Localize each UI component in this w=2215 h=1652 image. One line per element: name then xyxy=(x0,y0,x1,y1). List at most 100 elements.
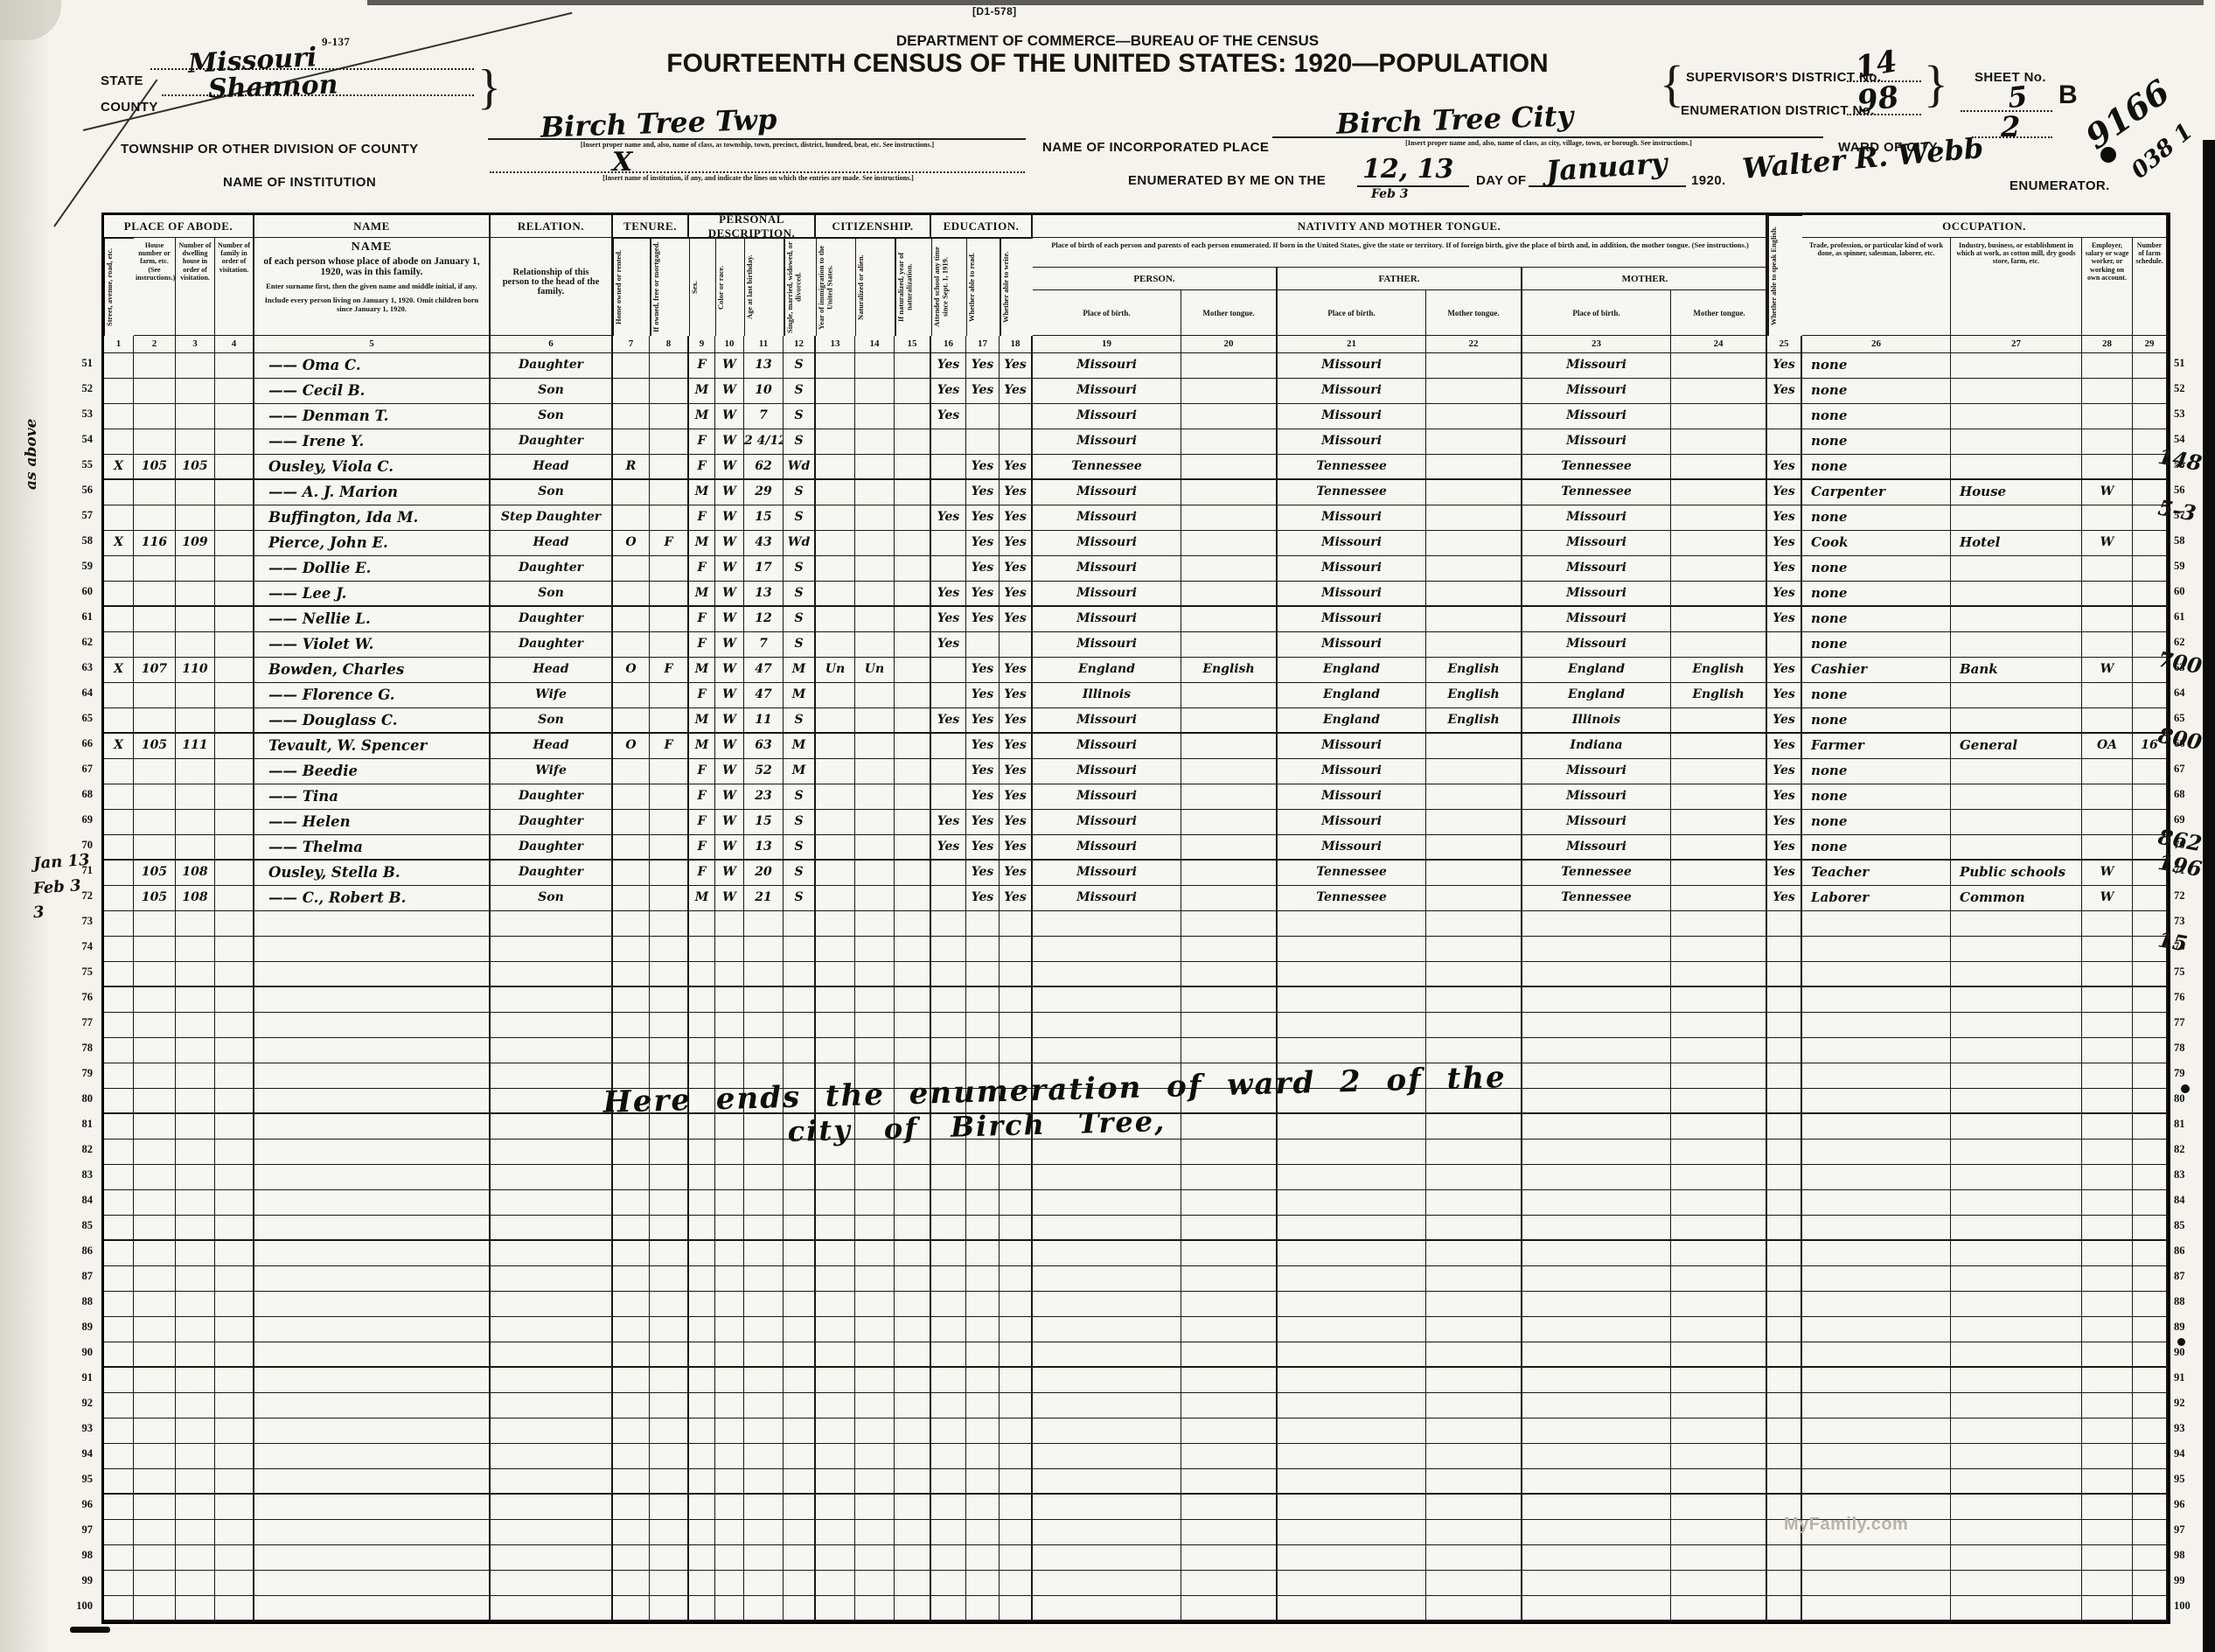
empty-cell xyxy=(134,480,176,505)
empty-cell xyxy=(1951,784,2082,810)
empty-cell xyxy=(816,1520,855,1545)
empty-cell xyxy=(1951,1140,2082,1165)
empty-cell xyxy=(1000,1317,1033,1342)
cell-line55-col26: none xyxy=(1802,455,1951,480)
empty-cell xyxy=(855,632,895,658)
empty-cell xyxy=(176,683,215,708)
cell-line65-col10: W xyxy=(715,708,744,734)
empty-cell xyxy=(650,1571,689,1596)
line-number-right-72: 72 xyxy=(2174,889,2185,902)
empty-cell xyxy=(1181,1469,1278,1495)
empty-cell xyxy=(650,1063,689,1089)
cell-line71-col21: Tennessee xyxy=(1278,861,1426,886)
empty-cell xyxy=(1000,1216,1033,1241)
ink-blot xyxy=(2181,1084,2190,1093)
line-number-right-57: 57 xyxy=(2174,509,2185,521)
empty-cell xyxy=(1951,1241,2082,1266)
empty-cell xyxy=(895,1469,931,1495)
empty-cell xyxy=(2133,1241,2168,1266)
empty-cell xyxy=(491,1596,613,1621)
empty-cell xyxy=(1033,1089,1181,1114)
empty-cell xyxy=(931,962,966,987)
empty-cell xyxy=(215,1089,254,1114)
empty-cell xyxy=(966,632,1000,658)
empty-cell xyxy=(855,1317,895,1342)
empty-cell xyxy=(1181,937,1278,962)
empty-cell xyxy=(1181,1317,1278,1342)
empty-cell xyxy=(254,1368,491,1393)
column-number-1: 1 xyxy=(104,336,134,353)
empty-cell xyxy=(1951,1317,2082,1342)
empty-cell xyxy=(1000,1393,1033,1418)
cell-line70-col26: none xyxy=(1802,835,1951,861)
empty-cell xyxy=(966,937,1000,962)
empty-cell xyxy=(134,1089,176,1114)
empty-cell xyxy=(2082,505,2133,531)
empty-cell xyxy=(1426,531,1522,556)
enumeration-district-value: 98 xyxy=(1855,79,1901,121)
empty-cell xyxy=(1951,987,2082,1013)
cell-line62-col19: Missouri xyxy=(1033,632,1181,658)
empty-cell xyxy=(176,810,215,835)
empty-cell xyxy=(1426,455,1522,480)
empty-cell xyxy=(744,1469,784,1495)
empty-cell xyxy=(254,1571,491,1596)
cell-line63-col12: M xyxy=(784,658,816,683)
empty-cell xyxy=(650,987,689,1013)
empty-cell xyxy=(2133,759,2168,784)
empty-cell xyxy=(134,1165,176,1190)
empty-cell xyxy=(895,911,931,937)
empty-cell xyxy=(1767,1418,1802,1444)
empty-cell xyxy=(1671,1444,1767,1469)
empty-cell xyxy=(1767,1165,1802,1190)
institution-label: NAME OF INSTITUTION xyxy=(223,175,377,190)
cell-line69-col9: F xyxy=(689,810,715,835)
empty-cell xyxy=(816,556,855,582)
line-number-right-68: 68 xyxy=(2174,788,2185,800)
empty-cell xyxy=(689,1038,715,1063)
empty-cell xyxy=(744,987,784,1013)
empty-cell xyxy=(816,1393,855,1418)
line-number-left-70: 70 xyxy=(81,839,94,851)
line-number-right-60: 60 xyxy=(2174,585,2185,597)
empty-cell xyxy=(491,1190,613,1216)
empty-cell xyxy=(966,1216,1000,1241)
line-number-left-79: 79 xyxy=(81,1067,94,1079)
empty-cell xyxy=(1522,1089,1671,1114)
empty-cell xyxy=(1522,1444,1671,1469)
empty-cell xyxy=(816,1266,855,1292)
empty-cell xyxy=(491,1545,613,1571)
cell-line55-col23: Tennessee xyxy=(1522,455,1671,480)
empty-cell xyxy=(215,1241,254,1266)
line-number-left-78: 78 xyxy=(81,1042,94,1054)
empty-cell xyxy=(104,810,134,835)
empty-cell xyxy=(134,1266,176,1292)
empty-cell xyxy=(931,1089,966,1114)
column-number-22: 22 xyxy=(1426,336,1522,353)
cell-line56-col19: Missouri xyxy=(1033,480,1181,505)
cell-line60-col9: M xyxy=(689,582,715,607)
cell-line51-col26: none xyxy=(1802,353,1951,379)
empty-cell xyxy=(1426,734,1522,759)
line-number-right-66: 66 xyxy=(2174,737,2185,749)
empty-cell xyxy=(1426,1241,1522,1266)
empty-cell xyxy=(2082,1368,2133,1393)
cell-line70-col25: Yes xyxy=(1767,835,1802,861)
cell-line67-col25: Yes xyxy=(1767,759,1802,784)
empty-cell xyxy=(1278,1393,1426,1418)
empty-cell xyxy=(895,1165,931,1190)
column-number-24: 24 xyxy=(1671,336,1767,353)
cell-line66-col2: 105 xyxy=(134,734,176,759)
cell-line66-col1: X xyxy=(104,734,134,759)
empty-cell xyxy=(1426,1596,1522,1621)
empty-cell xyxy=(1181,911,1278,937)
cell-line67-col26: none xyxy=(1802,759,1951,784)
empty-cell xyxy=(931,911,966,937)
empty-cell xyxy=(895,1596,931,1621)
empty-cell xyxy=(1671,429,1767,455)
empty-cell xyxy=(2133,455,2168,480)
empty-cell xyxy=(931,1292,966,1317)
empty-cell xyxy=(613,683,650,708)
empty-cell xyxy=(134,404,176,429)
empty-cell xyxy=(1181,962,1278,987)
